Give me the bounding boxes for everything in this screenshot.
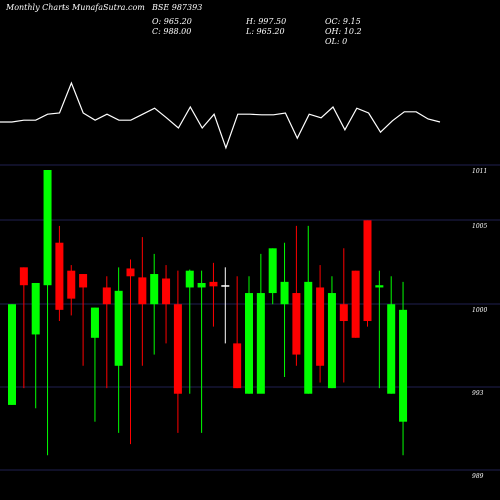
- candle: [55, 225, 64, 322]
- candle: [292, 225, 301, 366]
- oh-value: OH: 10.2: [325, 27, 362, 36]
- candle: [162, 265, 171, 344]
- candle-body: [55, 242, 64, 310]
- candle-body: [280, 281, 289, 305]
- y-tick-label: 1000: [472, 307, 487, 314]
- candle-body: [8, 304, 16, 405]
- candle: [185, 269, 194, 394]
- ol-value: OL: 0: [325, 37, 348, 46]
- candle: [102, 276, 111, 389]
- candle: [399, 281, 408, 456]
- candle: [280, 242, 289, 377]
- candle: [245, 276, 253, 394]
- y-tick-label: 989: [472, 473, 484, 480]
- y-axis-ticks: 1011 1005 1000 993 989: [472, 168, 487, 480]
- candle-body: [162, 278, 171, 305]
- candle-body: [268, 248, 277, 294]
- candle: [233, 276, 242, 389]
- candle-body: [114, 290, 123, 366]
- symbol-label: BSE 987393: [152, 3, 203, 12]
- candle: [114, 267, 123, 433]
- candle-body: [375, 285, 384, 288]
- candle-body: [185, 270, 194, 288]
- candle: [327, 276, 336, 389]
- candle-body: [316, 287, 325, 366]
- candle-body: [233, 343, 242, 389]
- candle-body: [126, 268, 135, 277]
- indicator-line: [0, 81, 441, 150]
- close-value: C: 988.00: [152, 27, 192, 36]
- candle: [79, 274, 88, 366]
- y-tick-label: 993: [472, 390, 484, 397]
- candle-body: [339, 304, 348, 322]
- candles: [8, 170, 408, 456]
- candle: [339, 248, 348, 383]
- candle: [126, 259, 135, 445]
- candle: [256, 253, 265, 394]
- candle-body: [150, 274, 159, 305]
- candle-body: [79, 274, 88, 288]
- candle-body: [387, 304, 396, 394]
- candle-body: [209, 281, 218, 287]
- candle: [90, 307, 99, 422]
- y-tick-label: 1011: [472, 168, 487, 175]
- candle-body: [138, 277, 147, 305]
- candle: [8, 304, 16, 405]
- candle-body: [43, 170, 52, 286]
- low-value: L: 965.20: [246, 27, 285, 36]
- candle-body: [31, 282, 40, 335]
- candle-body: [363, 220, 372, 322]
- candle: [363, 220, 372, 327]
- candle-body: [102, 287, 111, 305]
- candle: [173, 270, 182, 433]
- candle: [67, 265, 76, 316]
- candle: [387, 276, 396, 394]
- candle-body: [399, 309, 408, 422]
- candle-body: [19, 267, 28, 286]
- candle: [138, 237, 147, 366]
- site-title: Monthly Charts: [6, 3, 70, 12]
- candle-body: [197, 282, 206, 288]
- y-tick-label: 1005: [472, 223, 487, 230]
- candle: [316, 265, 325, 383]
- candle: [31, 282, 40, 409]
- oc-value: OC: 9.15: [325, 17, 361, 26]
- candle-body: [173, 304, 182, 394]
- candle: [209, 262, 218, 327]
- header-separator: -: [62, 3, 65, 12]
- candle: [221, 267, 230, 344]
- candle-body: [351, 270, 360, 338]
- candle-body: [256, 293, 265, 394]
- candle: [351, 270, 360, 338]
- candle: [150, 253, 159, 355]
- high-value: H: 997.50: [246, 17, 287, 26]
- open-value: O: 965.20: [152, 17, 192, 26]
- candle-body: [221, 285, 230, 287]
- candle: [43, 170, 52, 456]
- candle-body: [292, 293, 301, 355]
- candle-body: [245, 293, 253, 394]
- candle-body: [90, 307, 99, 338]
- candle-body: [67, 270, 76, 299]
- candle: [268, 248, 277, 305]
- candle: [19, 267, 28, 389]
- source-site: MunafaSutra.com: [72, 3, 145, 12]
- candle: [375, 270, 384, 389]
- candle-body: [304, 281, 313, 394]
- candle-body: [327, 293, 336, 389]
- candle: [304, 225, 313, 394]
- candle: [197, 270, 206, 433]
